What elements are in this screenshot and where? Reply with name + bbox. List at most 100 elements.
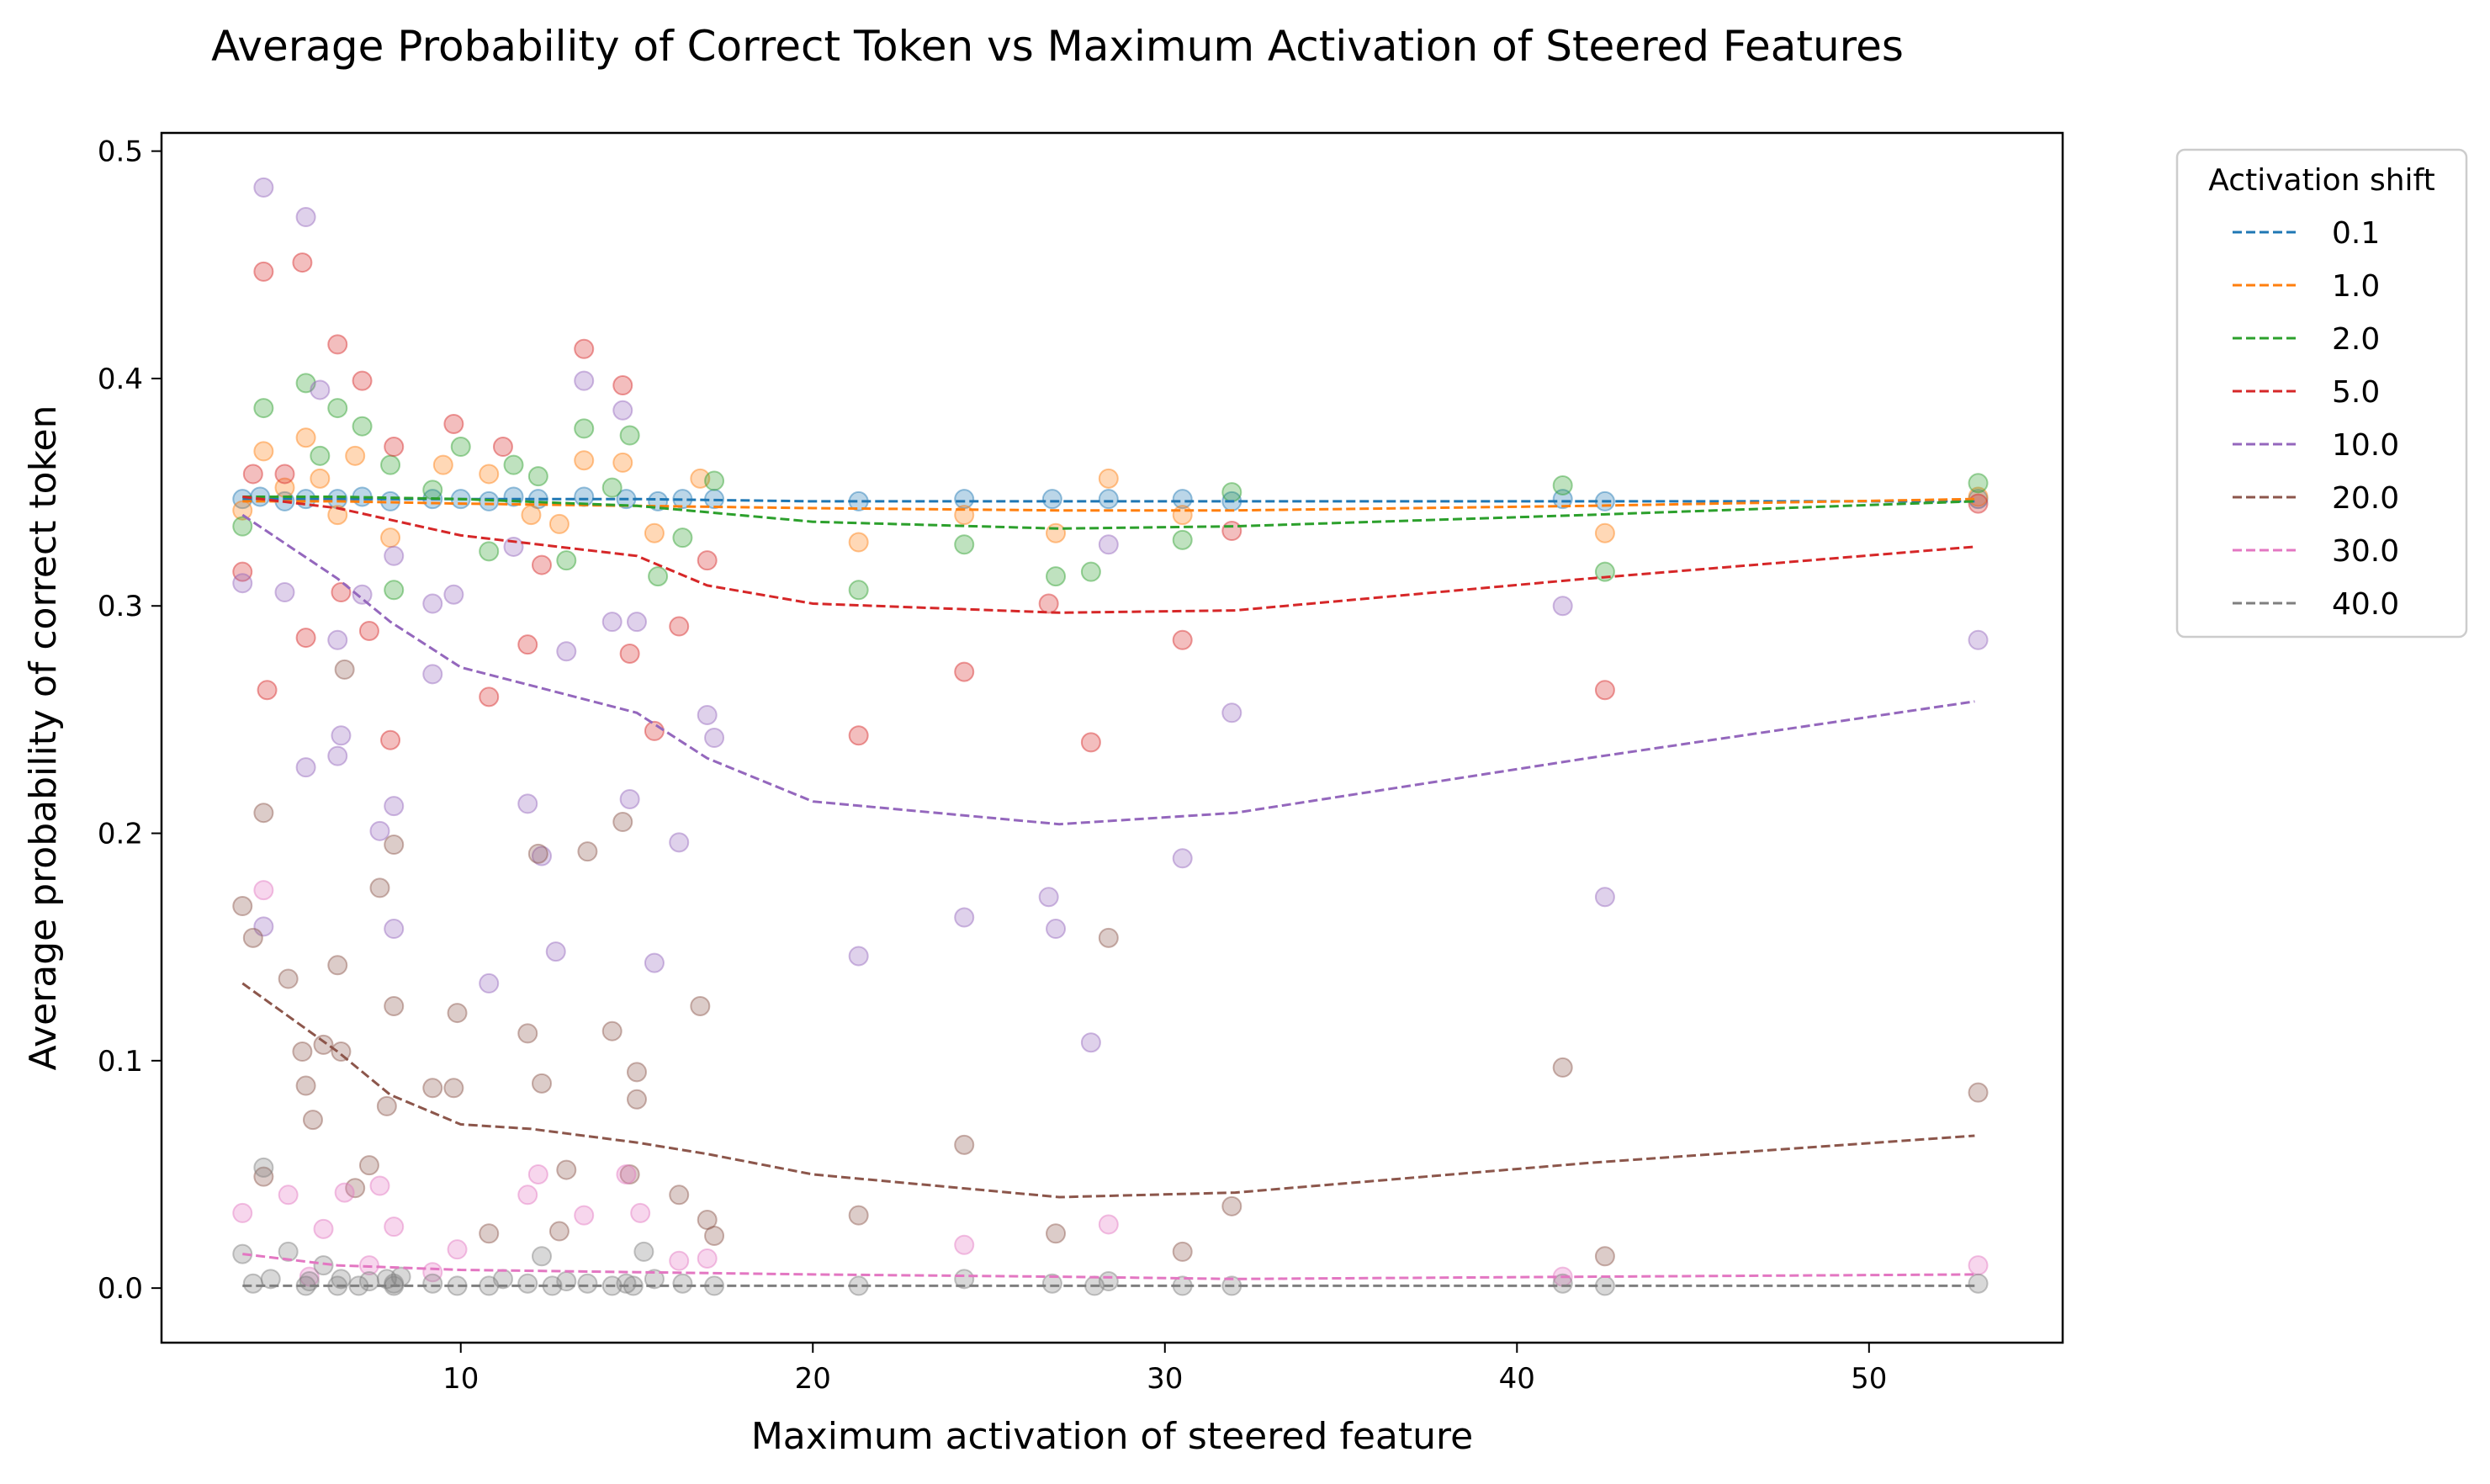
scatter-point-1.0 — [612, 452, 633, 473]
scatter-point-30.0 — [313, 1218, 334, 1239]
scatter-point-20.0 — [612, 812, 633, 833]
scatter-point-2.0 — [479, 541, 500, 562]
scatter-point-20.0 — [517, 1023, 538, 1044]
legend-label: 5.0 — [2332, 375, 2380, 410]
scatter-point-30.0 — [517, 1185, 538, 1206]
scatter-point-5.0 — [1080, 732, 1101, 753]
y-axis-label: Average probability of correct token — [22, 405, 65, 1071]
scatter-point-5.0 — [697, 550, 718, 571]
scatter-point-30.0 — [697, 1248, 718, 1269]
trend-line-20.0 — [241, 982, 1975, 1199]
scatter-point-0.1 — [1098, 489, 1119, 510]
scatter-point-30.0 — [1098, 1214, 1119, 1235]
scatter-point-5.0 — [257, 680, 278, 701]
scatter-point-20.0 — [422, 1078, 443, 1099]
scatter-point-30.0 — [669, 1250, 690, 1271]
scatter-point-20.0 — [627, 1062, 647, 1083]
scatter-point-1.0 — [295, 427, 316, 448]
legend-label: 30.0 — [2332, 534, 2399, 569]
trend-line-5.0 — [242, 496, 1975, 614]
scatter-point-5.0 — [380, 729, 401, 750]
scatter-point-5.0 — [242, 464, 263, 485]
scatter-point-2.0 — [327, 398, 348, 419]
y-tick-label: 0.3 — [98, 590, 143, 623]
scatter-point-1.0 — [380, 527, 401, 549]
scatter-point-10.0 — [327, 745, 348, 766]
scatter-point-10.0 — [352, 584, 373, 605]
scatter-point-20.0 — [327, 955, 348, 976]
scatter-point-10.0 — [479, 973, 500, 994]
scatter-point-10.0 — [274, 582, 295, 603]
scatter-point-10.0 — [295, 757, 316, 778]
scatter-point-2.0 — [556, 550, 577, 571]
plot-background — [162, 133, 2063, 1343]
scatter-point-2.0 — [384, 580, 405, 601]
scatter-point-2.0 — [1221, 482, 1242, 503]
scatter-point-20.0 — [697, 1210, 718, 1231]
scatter-point-20.0 — [384, 835, 405, 856]
scatter-point-40.0 — [384, 1273, 405, 1294]
scatter-point-20.0 — [532, 1073, 552, 1094]
scatter-point-10.0 — [1098, 534, 1119, 555]
x-axis: 10 20 30 40 50 — [442, 1343, 1887, 1396]
scatter-point-2.0 — [1552, 474, 1573, 496]
scatter-point-10.0 — [327, 629, 348, 650]
scatter-point-30.0 — [616, 1163, 637, 1185]
scatter-point-5.0 — [295, 628, 316, 649]
scatter-point-2.0 — [954, 534, 975, 555]
scatter-point-40.0 — [633, 1241, 654, 1262]
legend-label: 0.1 — [2332, 216, 2380, 251]
scatter-point-2.0 — [648, 566, 669, 587]
scatter-point-10.0 — [253, 177, 274, 198]
scatter-point-40.0 — [331, 1269, 352, 1290]
scatter-point-5.0 — [532, 554, 552, 575]
scatter-point-20.0 — [954, 1134, 975, 1155]
scatter-point-10.0 — [556, 641, 577, 662]
x-tick-label: 30 — [1147, 1362, 1183, 1396]
scatter-point-10.0 — [422, 593, 443, 614]
scatter-point-40.0 — [644, 1269, 665, 1290]
scatter-point-10.0 — [1038, 887, 1059, 908]
scatter-point-2.0 — [422, 480, 443, 501]
scatter-point-2.0 — [1046, 566, 1067, 587]
legend-entries: 0.1 1.0 2.0 5.0 10.0 20.0 30.0 40.0 — [2233, 216, 2399, 622]
scatter-point-5.0 — [1221, 521, 1242, 542]
scatter-point-5.0 — [274, 464, 295, 485]
scatter-point-10.0 — [369, 820, 390, 841]
scatter-point-40.0 — [1968, 1273, 1989, 1294]
scatter-point-20.0 — [1594, 1246, 1615, 1267]
scatter-point-5.0 — [612, 375, 633, 396]
scatter-point-10.0 — [601, 612, 622, 633]
scatter-point-20.0 — [358, 1155, 379, 1176]
scatter-point-5.0 — [443, 413, 464, 434]
scatter-point-5.0 — [479, 686, 500, 708]
scatter-point-1.0 — [644, 522, 665, 543]
scatter-point-2.0 — [619, 425, 640, 446]
plot-area — [160, 131, 2064, 1344]
legend-frame — [2175, 148, 2468, 639]
scatter-point-10.0 — [627, 612, 647, 633]
scatter-point-20.0 — [479, 1223, 500, 1244]
scatter-point-2.0 — [1080, 561, 1101, 582]
scatter-point-10.0 — [612, 400, 633, 421]
scatter-point-1.0 — [232, 500, 253, 521]
scatter-point-5.0 — [384, 437, 405, 458]
scatter-point-20.0 — [331, 1041, 352, 1063]
scatter-point-1.0 — [432, 454, 453, 475]
scatter-point-5.0 — [574, 338, 595, 359]
scatter-point-40.0 — [517, 1273, 538, 1294]
scatter-point-20.0 — [295, 1075, 316, 1096]
legend-label: 40.0 — [2332, 587, 2399, 622]
scatter-point-30.0 — [232, 1202, 253, 1223]
scatter-point-40.0 — [616, 1273, 637, 1294]
scatter-point-0.1 — [1041, 489, 1062, 510]
scatter-point-2.0 — [574, 418, 595, 439]
scatter-point-40.0 — [278, 1241, 299, 1262]
scatter-point-20.0 — [302, 1110, 323, 1131]
scatter-point-10.0 — [619, 788, 640, 809]
x-tick-label: 40 — [1499, 1362, 1535, 1396]
scatter-point-20.0 — [704, 1225, 725, 1246]
scatter-point-40.0 — [422, 1273, 443, 1294]
scatter-point-20.0 — [242, 927, 263, 948]
